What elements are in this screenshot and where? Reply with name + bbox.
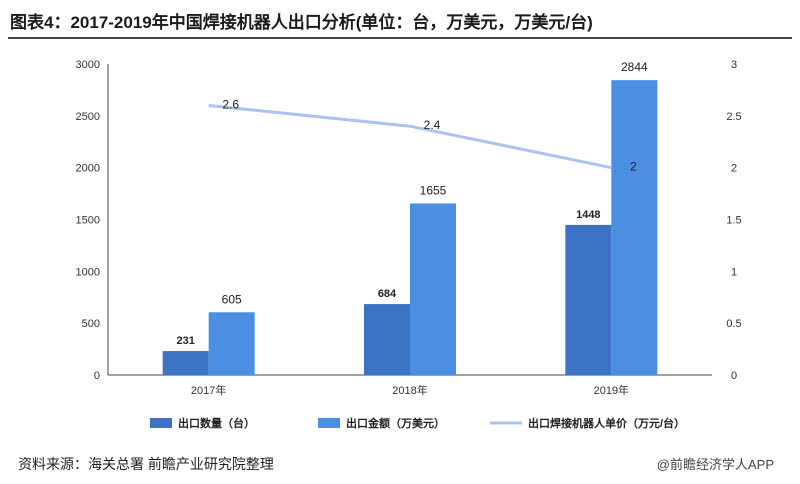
chart-line [208, 103, 612, 170]
export-chart: 0 500 1000 1500 2000 2500 3000 0 0.5 1 1.5 2 2.5 3 201… [76, 59, 742, 430]
legend-label: 出口金额（万美元） [346, 416, 445, 430]
bar-export-amount [611, 80, 658, 375]
x-tick-label: 2019年 [594, 383, 629, 397]
legend-label: 出口数量（台） [178, 416, 255, 430]
x-tick-label: 2017年 [191, 383, 226, 397]
legend-swatch [150, 418, 172, 428]
y-right-tick-label: 0.5 [726, 318, 741, 330]
data-label-amount: 605 [222, 292, 242, 306]
y-right-tick-label: 1.5 [726, 215, 741, 227]
data-label-price: 2.6 [222, 97, 239, 111]
chart-data-labels: 231 684 1448 605 1655 2844 2.6 2.4 2 [176, 60, 648, 347]
y-left-tick-label: 0 [94, 370, 100, 382]
y-left-tick-label: 2500 [76, 111, 100, 123]
y-right-tick-label: 2.5 [726, 111, 741, 123]
y-left-tick-label: 1500 [76, 215, 100, 227]
data-label-amount: 1655 [420, 183, 447, 197]
title-divider [8, 37, 792, 39]
legend-label: 出口焊接机器人单价（万元/台） [528, 416, 685, 430]
data-label-amount: 2844 [621, 60, 648, 74]
bar-export-count [565, 224, 612, 375]
legend-swatch [318, 418, 340, 428]
bar-export-amount [410, 203, 456, 375]
x-tick-label: 2018年 [392, 383, 427, 397]
data-label-count: 231 [176, 335, 194, 347]
y-left-tick-label: 1000 [76, 266, 100, 278]
data-label-count: 684 [378, 288, 397, 300]
y-left-tick-label: 3000 [76, 59, 100, 71]
chart-axes: 0 500 1000 1500 2000 2500 3000 0 0.5 1 1.5 2 2.5 3 201… [76, 59, 742, 397]
y-right-tick-label: 1 [731, 266, 737, 278]
y-right-tick-label: 3 [731, 59, 737, 71]
bar-export-count [162, 351, 209, 375]
source-note: 资料来源：海关总署 前瞻产业研究院整理 [18, 456, 274, 472]
line-unit-price [208, 103, 612, 170]
data-label-price: 2.4 [424, 118, 441, 132]
y-right-tick-label: 2 [731, 163, 737, 175]
data-label-count: 1448 [576, 209, 600, 221]
chart-title: 图表4：2017-2019年中国焊接机器人出口分析(单位：台，万美元，万美元/台… [10, 13, 593, 32]
chart-bars [162, 80, 658, 375]
bar-export-count [364, 304, 410, 375]
y-right-tick-label: 0 [731, 370, 737, 382]
y-left-tick-label: 2000 [76, 163, 100, 175]
y-left-tick-label: 500 [82, 318, 100, 330]
data-label-price: 2 [630, 160, 637, 174]
brand-watermark: @前瞻经济学人APP [656, 457, 774, 472]
bar-export-amount [208, 312, 255, 375]
chart-legend: 出口数量（台） 出口金额（万美元） 出口焊接机器人单价（万元/台） [150, 416, 685, 430]
